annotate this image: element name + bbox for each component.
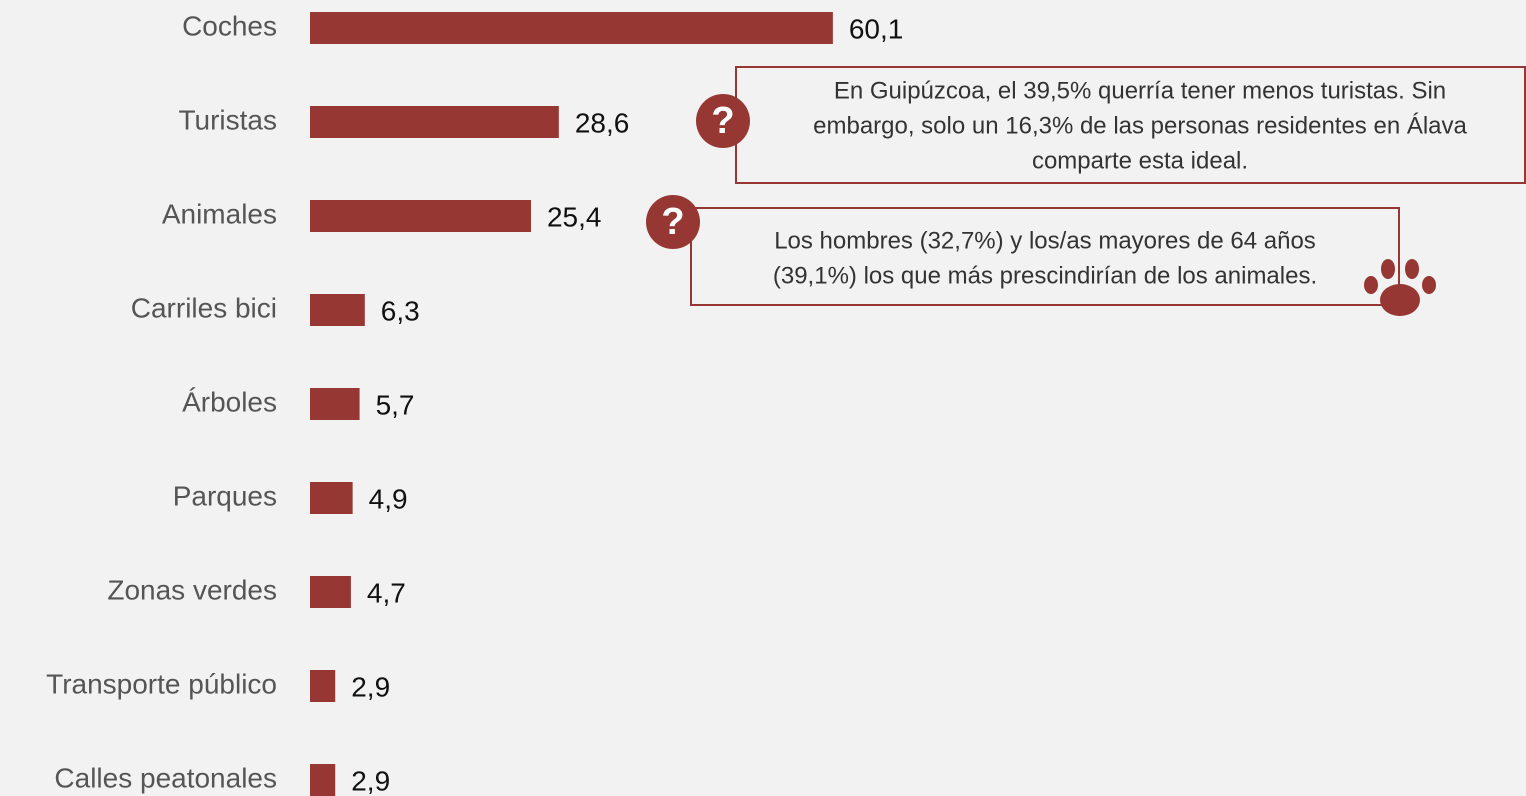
bar (310, 200, 531, 232)
category-label: Transporte público (46, 668, 277, 699)
bar (310, 12, 833, 44)
value-label: 25,4 (547, 201, 602, 232)
annotation-text: En Guipúzcoa, el 39,5% querría tener men… (834, 77, 1446, 104)
annotation-box (735, 66, 1526, 184)
value-label: 6,3 (381, 295, 420, 326)
value-label: 60,1 (849, 13, 904, 44)
category-label: Parques (173, 480, 277, 511)
bar (310, 388, 360, 420)
annotation-box (690, 207, 1400, 306)
value-label: 2,9 (351, 765, 390, 796)
bar (310, 106, 559, 138)
category-label: Coches (182, 10, 277, 41)
annotation-text: comparte esta ideal. (1032, 147, 1248, 174)
svg-text:?: ? (661, 201, 684, 243)
bar (310, 576, 351, 608)
category-label: Calles peatonales (54, 762, 277, 793)
category-label: Carriles bici (131, 292, 277, 323)
category-label: Animales (162, 198, 277, 229)
value-label: 5,7 (376, 389, 415, 420)
bar (310, 294, 365, 326)
category-label: Zonas verdes (107, 574, 277, 605)
annotation-text: Los hombres (32,7%) y los/as mayores de … (774, 227, 1316, 254)
bar (310, 764, 336, 796)
bar (310, 670, 336, 702)
svg-text:?: ? (711, 100, 734, 142)
annotation-text: embargo, solo un 16,3% de las personas r… (813, 112, 1467, 139)
value-label: 2,9 (351, 671, 390, 702)
annotation-text: (39,1%) los que más prescindirían de los… (773, 262, 1317, 289)
bar (310, 482, 353, 514)
paw-icon (1364, 259, 1436, 316)
category-label: Árboles (182, 386, 277, 417)
value-label: 4,9 (369, 483, 408, 514)
category-label: Turistas (178, 104, 277, 135)
value-label: 4,7 (367, 577, 406, 608)
value-label: 28,6 (575, 107, 630, 138)
question-icon: ? (696, 94, 750, 148)
question-icon: ? (646, 195, 700, 249)
